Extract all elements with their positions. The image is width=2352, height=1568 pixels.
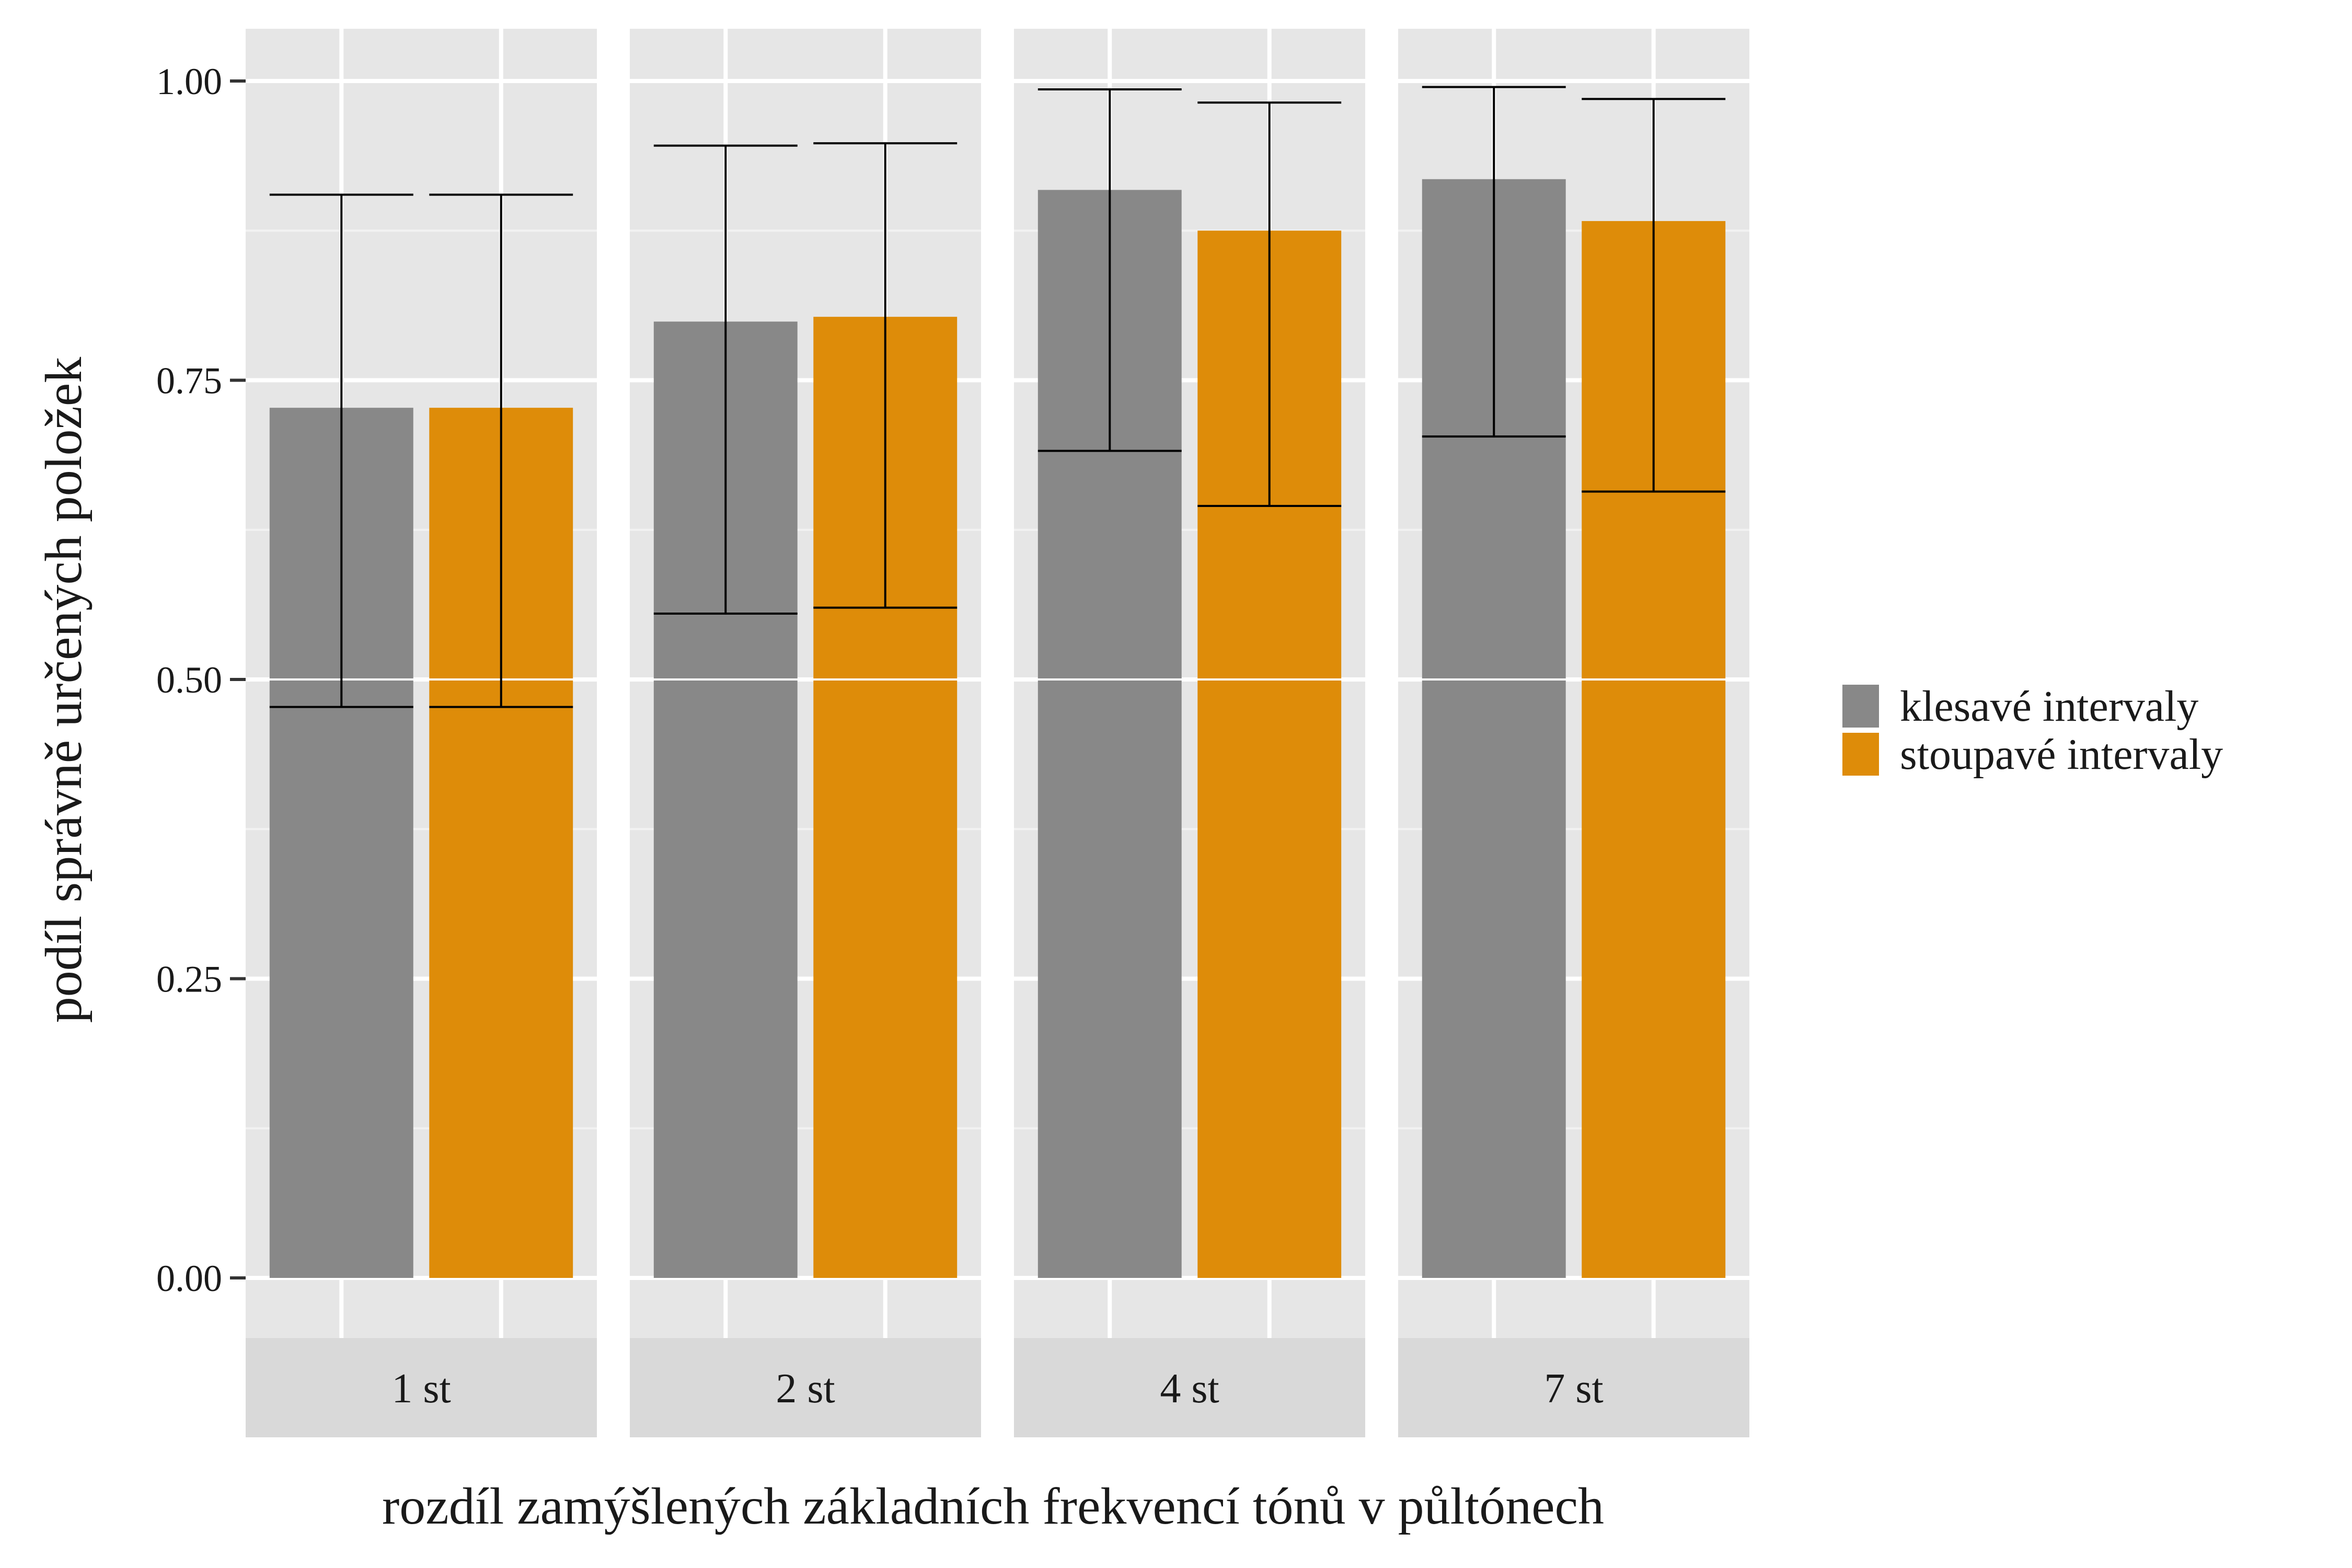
strip-label: 4 st: [1160, 1366, 1219, 1412]
y-tick-label: 1.00: [156, 61, 222, 102]
legend-label: klesavé intervaly: [1900, 682, 2198, 731]
legend-label: stoupavé intervaly: [1900, 730, 2223, 779]
error-bar: [429, 193, 573, 708]
facet-strip: 2 st: [630, 1338, 981, 1437]
facet-panel: [246, 29, 597, 1338]
facet-strip: 7 st: [1398, 1338, 1749, 1437]
strip-background: [630, 1338, 981, 1437]
facet-strips: 1 st 2 st 4 st 7 st: [246, 1338, 1749, 1437]
error-bar: [1422, 86, 1566, 438]
error-bar: [813, 142, 958, 609]
y-tick-label: 0.50: [156, 659, 222, 701]
legend-item: klesavé intervaly: [1842, 682, 2198, 731]
legend-item: stoupavé intervaly: [1842, 730, 2223, 779]
error-bar: [653, 144, 798, 615]
strip-background: [1014, 1338, 1365, 1437]
y-axis-title: podíl správně určených položek: [34, 357, 93, 1023]
error-bar: [1037, 88, 1182, 452]
error-bar: [269, 193, 413, 708]
strip-background: [246, 1338, 597, 1437]
facet-panels: [246, 29, 1749, 1338]
facet-panel: [1014, 29, 1365, 1338]
error-bar: [1197, 101, 1342, 507]
facet-strip: 4 st: [1014, 1338, 1365, 1437]
legend-key: [1842, 685, 1879, 728]
facet-strip: 1 st: [246, 1338, 597, 1437]
legend-key: [1842, 733, 1879, 776]
strip-label: 7 st: [1544, 1366, 1603, 1412]
y-tick-label: 0.75: [156, 360, 222, 402]
strip-background: [1398, 1338, 1749, 1437]
strip-label: 2 st: [776, 1366, 835, 1412]
y-axis: 0.00 0.25 0.50 0.75 1.00: [156, 61, 246, 1299]
x-axis-title: rozdíl zamýšlených základních frekvencí …: [382, 1477, 1604, 1535]
y-tick-label: 0.25: [156, 959, 222, 1000]
strip-label: 1 st: [391, 1366, 451, 1412]
error-bar: [1582, 98, 1726, 493]
y-tick-label: 0.00: [156, 1258, 222, 1299]
facet-panel: [1398, 29, 1749, 1338]
facet-panel: [630, 29, 981, 1338]
